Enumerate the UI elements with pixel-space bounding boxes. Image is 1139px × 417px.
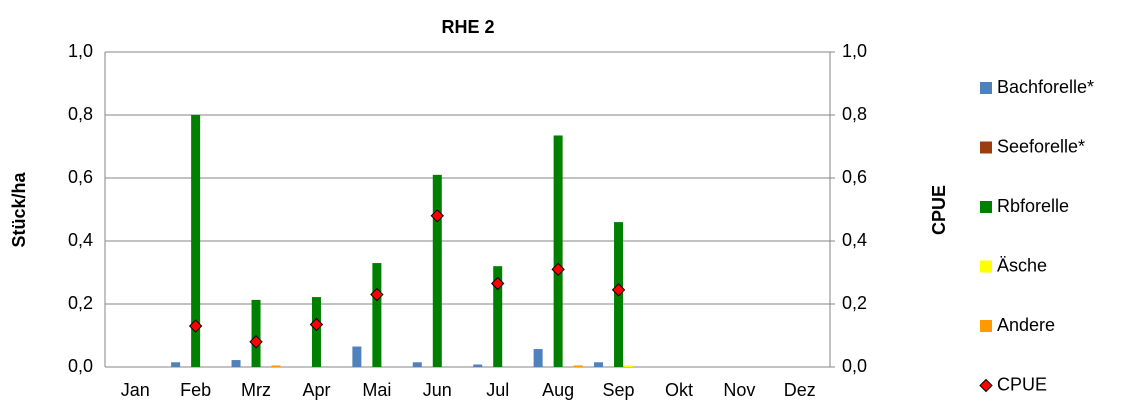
y-tick-label: 0,2	[68, 293, 93, 313]
x-tick-label: Aug	[542, 380, 574, 400]
x-tick-label: Jan	[121, 380, 150, 400]
legend-label: Rbforelle	[997, 196, 1069, 216]
x-tick-label: Jun	[423, 380, 452, 400]
y2-tick-label: 0,6	[842, 167, 867, 187]
y-tick-label: 0,4	[68, 230, 93, 250]
bar	[251, 299, 261, 367]
x-tick-label: Jul	[486, 380, 509, 400]
cpue-marker	[611, 283, 626, 297]
legend-swatch	[980, 260, 992, 273]
cpue-marker	[430, 209, 444, 223]
bar	[594, 362, 604, 367]
cpue-marker	[309, 317, 324, 332]
y2-axis-label: CPUE	[929, 185, 949, 235]
y-axis-label: Stück/ha	[9, 172, 29, 248]
legend-swatch	[980, 201, 992, 213]
cpue-marker	[551, 262, 565, 277]
bar	[573, 365, 583, 367]
cpue-marker	[491, 276, 505, 291]
legend-label: Seeforelle*	[997, 136, 1085, 156]
x-tick-label: Sep	[603, 380, 635, 400]
x-tick-label: Apr	[302, 380, 330, 400]
bar	[473, 364, 483, 367]
cpue-marker	[370, 287, 384, 302]
cpue-marker	[188, 319, 203, 333]
bar	[191, 115, 201, 367]
legend-label: Bachforelle*	[997, 77, 1094, 97]
legend-swatch	[980, 82, 992, 94]
bar	[352, 346, 362, 367]
bar	[432, 174, 442, 367]
y2-tick-label: 1,0	[842, 41, 867, 61]
legend-label: CPUE	[997, 374, 1047, 394]
y-tick-label: 0,8	[68, 104, 93, 124]
legend-marker	[979, 378, 993, 393]
x-tick-label: Feb	[180, 380, 211, 400]
legend-label: Andere	[997, 315, 1055, 335]
bar	[271, 365, 281, 367]
bar	[171, 362, 181, 367]
x-tick-label: Mrz	[241, 380, 271, 400]
x-tick-label: Mai	[362, 380, 391, 400]
y2-tick-label: 0,4	[842, 230, 867, 250]
y-tick-label: 1,0	[68, 41, 93, 61]
chart-title: RHE 2	[441, 17, 494, 37]
x-tick-label: Nov	[723, 380, 755, 400]
bar	[412, 362, 422, 367]
bar	[533, 349, 543, 367]
bar	[553, 135, 563, 367]
x-tick-label: Dez	[784, 380, 816, 400]
bar	[311, 297, 321, 367]
cpue-marker	[249, 335, 263, 349]
y-tick-label: 0,0	[68, 356, 93, 376]
y-tick-label: 0,6	[68, 167, 93, 187]
legend-swatch	[980, 141, 992, 154]
y2-tick-label: 0,2	[842, 293, 867, 313]
y2-tick-label: 0,0	[842, 356, 867, 376]
y2-tick-label: 0,8	[842, 104, 867, 124]
bar	[372, 263, 382, 367]
x-tick-label: Okt	[665, 380, 693, 400]
bar	[493, 266, 503, 367]
legend-swatch	[980, 320, 992, 332]
bar	[231, 360, 241, 367]
bar	[624, 365, 634, 367]
legend-label: Äsche	[997, 255, 1047, 275]
